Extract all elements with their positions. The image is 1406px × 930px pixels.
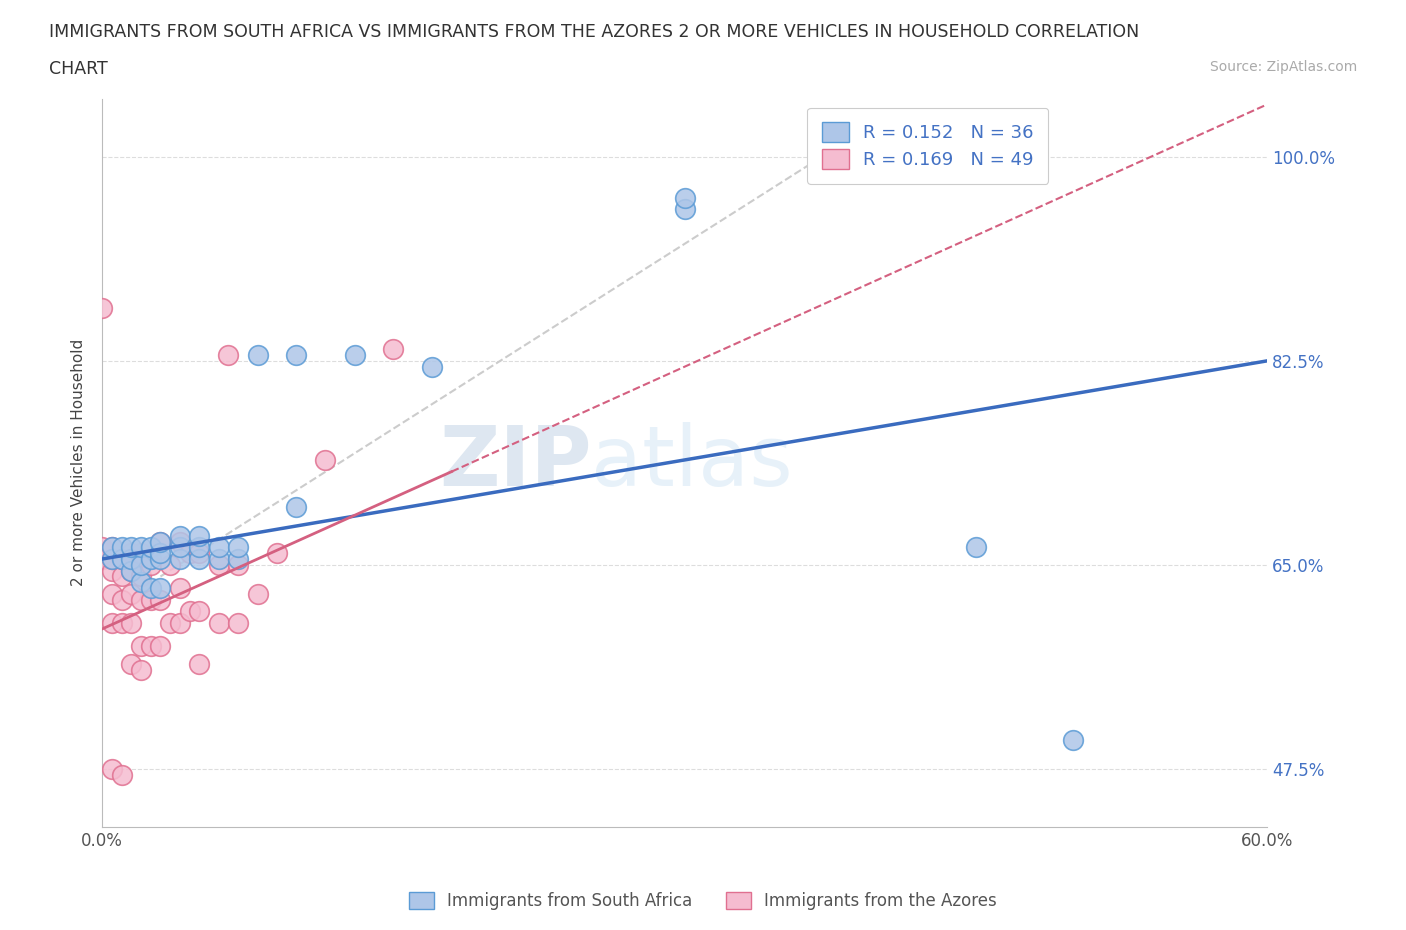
Point — [129, 592, 152, 607]
Point — [111, 767, 134, 782]
Point — [226, 551, 249, 566]
Point — [226, 616, 249, 631]
Point — [169, 551, 191, 566]
Point — [101, 564, 124, 578]
Point — [169, 580, 191, 595]
Point — [149, 534, 172, 549]
Point — [139, 557, 162, 572]
Point — [101, 762, 124, 777]
Point — [129, 639, 152, 654]
Point — [120, 546, 142, 561]
Point — [149, 534, 172, 549]
Point — [188, 551, 211, 566]
Point — [120, 657, 142, 671]
Point — [188, 604, 211, 618]
Text: CHART: CHART — [49, 60, 108, 78]
Point — [169, 540, 191, 555]
Point — [188, 540, 211, 555]
Point — [226, 540, 249, 555]
Point — [101, 551, 124, 566]
Point — [139, 639, 162, 654]
Text: atlas: atlas — [592, 422, 793, 503]
Point — [169, 534, 191, 549]
Point — [188, 657, 211, 671]
Point — [101, 551, 124, 566]
Point — [129, 557, 152, 572]
Point — [101, 587, 124, 602]
Point — [179, 604, 201, 618]
Point — [111, 592, 134, 607]
Point — [246, 587, 269, 602]
Y-axis label: 2 or more Vehicles in Household: 2 or more Vehicles in Household — [72, 339, 86, 587]
Point — [139, 551, 162, 566]
Point — [169, 616, 191, 631]
Point — [208, 616, 231, 631]
Point — [111, 551, 134, 566]
Point — [208, 557, 231, 572]
Point — [217, 348, 239, 363]
Point — [120, 587, 142, 602]
Point — [129, 569, 152, 584]
Point — [314, 453, 336, 468]
Point — [139, 580, 162, 595]
Point — [139, 540, 162, 555]
Point — [101, 616, 124, 631]
Point — [159, 616, 181, 631]
Point — [179, 546, 201, 561]
Text: ZIP: ZIP — [439, 422, 592, 503]
Point — [285, 348, 308, 363]
Point — [111, 569, 134, 584]
Point — [101, 540, 124, 555]
Point — [208, 551, 231, 566]
Point — [149, 639, 172, 654]
Point — [420, 359, 443, 374]
Point — [226, 557, 249, 572]
Point — [1062, 732, 1084, 747]
Point — [285, 499, 308, 514]
Point — [101, 540, 124, 555]
Point — [129, 546, 152, 561]
Point — [111, 551, 134, 566]
Point — [673, 202, 696, 217]
Point — [149, 580, 172, 595]
Point — [91, 551, 114, 566]
Point — [120, 540, 142, 555]
Text: IMMIGRANTS FROM SOUTH AFRICA VS IMMIGRANTS FROM THE AZORES 2 OR MORE VEHICLES IN: IMMIGRANTS FROM SOUTH AFRICA VS IMMIGRAN… — [49, 23, 1139, 41]
Point — [111, 540, 134, 555]
Point — [129, 540, 152, 555]
Point — [188, 546, 211, 561]
Point — [129, 575, 152, 590]
Point — [246, 348, 269, 363]
Text: Source: ZipAtlas.com: Source: ZipAtlas.com — [1209, 60, 1357, 74]
Point — [266, 546, 288, 561]
Point — [129, 662, 152, 677]
Point — [149, 592, 172, 607]
Point — [169, 528, 191, 543]
Point — [965, 540, 987, 555]
Point — [673, 191, 696, 206]
Point — [91, 540, 114, 555]
Point — [120, 616, 142, 631]
Legend: R = 0.152   N = 36, R = 0.169   N = 49: R = 0.152 N = 36, R = 0.169 N = 49 — [807, 108, 1049, 183]
Legend: Immigrants from South Africa, Immigrants from the Azores: Immigrants from South Africa, Immigrants… — [402, 885, 1004, 917]
Point — [120, 564, 142, 578]
Point — [343, 348, 366, 363]
Point — [382, 342, 405, 357]
Point — [91, 301, 114, 316]
Point — [149, 546, 172, 561]
Point — [111, 616, 134, 631]
Point — [139, 592, 162, 607]
Point — [149, 551, 172, 566]
Point — [208, 540, 231, 555]
Point — [188, 528, 211, 543]
Point — [120, 564, 142, 578]
Point — [159, 557, 181, 572]
Point — [120, 551, 142, 566]
